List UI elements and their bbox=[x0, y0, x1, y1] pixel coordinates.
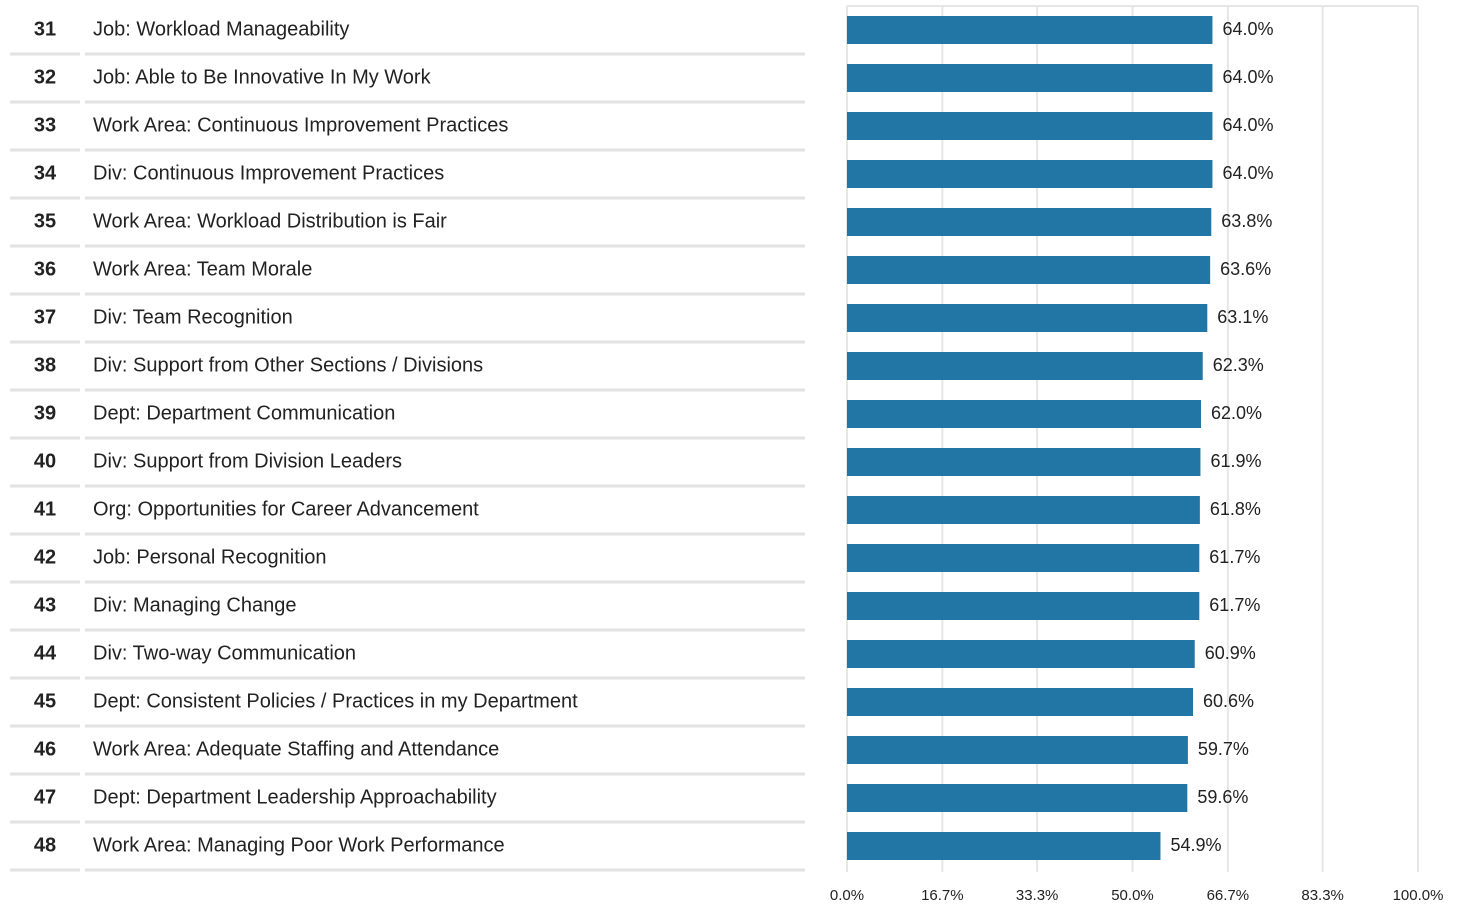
value-label: 63.6% bbox=[1220, 259, 1271, 279]
bar bbox=[847, 352, 1203, 380]
value-label: 59.7% bbox=[1198, 739, 1249, 759]
row-label: Job: Personal Recognition bbox=[93, 546, 326, 568]
rank: 33 bbox=[34, 114, 56, 136]
rank: 34 bbox=[34, 162, 57, 184]
x-tick-label: 50.0% bbox=[1111, 887, 1154, 904]
rank: 35 bbox=[34, 210, 56, 232]
row-label: Job: Able to Be Innovative In My Work bbox=[93, 66, 432, 88]
rank: 42 bbox=[34, 546, 56, 568]
bar bbox=[847, 160, 1213, 188]
value-label: 63.1% bbox=[1217, 307, 1268, 327]
value-label: 64.0% bbox=[1222, 19, 1273, 39]
value-label: 62.0% bbox=[1211, 403, 1262, 423]
row-label: Dept: Consistent Policies / Practices in… bbox=[93, 690, 578, 712]
rank: 37 bbox=[34, 306, 56, 328]
rank: 48 bbox=[34, 834, 56, 856]
value-label: 59.6% bbox=[1197, 787, 1248, 807]
value-label: 64.0% bbox=[1222, 67, 1273, 87]
bar bbox=[847, 544, 1200, 572]
bar bbox=[847, 688, 1194, 716]
bar bbox=[847, 784, 1188, 812]
rank: 38 bbox=[34, 354, 56, 376]
rank: 40 bbox=[34, 450, 56, 472]
bar bbox=[847, 208, 1212, 236]
value-label: 64.0% bbox=[1222, 163, 1273, 183]
row-label: Org: Opportunities for Career Advancemen… bbox=[93, 498, 479, 520]
bar bbox=[847, 400, 1202, 428]
row-label: Div: Team Recognition bbox=[93, 306, 293, 328]
bar bbox=[847, 832, 1161, 860]
rank: 47 bbox=[34, 786, 56, 808]
x-tick-label: 83.3% bbox=[1301, 887, 1344, 904]
rank: 32 bbox=[34, 66, 56, 88]
row-label: Dept: Department Leadership Approachabil… bbox=[93, 786, 497, 808]
x-tick-label: 16.7% bbox=[921, 887, 964, 904]
row-label: Div: Support from Other Sections / Divis… bbox=[93, 354, 483, 376]
row-label: Div: Two-way Communication bbox=[93, 642, 356, 664]
x-tick-label: 100.0% bbox=[1393, 887, 1444, 904]
value-label: 63.8% bbox=[1221, 211, 1272, 231]
x-tick-label: 66.7% bbox=[1207, 887, 1250, 904]
rank: 43 bbox=[34, 594, 56, 616]
rank: 41 bbox=[34, 498, 56, 520]
value-label: 62.3% bbox=[1213, 355, 1264, 375]
row-label: Work Area: Managing Poor Work Performanc… bbox=[93, 834, 505, 856]
value-label: 60.9% bbox=[1205, 643, 1256, 663]
row-label: Dept: Department Communication bbox=[93, 402, 395, 424]
rank: 45 bbox=[34, 690, 56, 712]
row-label: Work Area: Workload Distribution is Fair bbox=[93, 210, 447, 232]
x-tick-label: 33.3% bbox=[1016, 887, 1059, 904]
value-label: 61.7% bbox=[1209, 595, 1260, 615]
row-label: Work Area: Continuous Improvement Practi… bbox=[93, 114, 508, 136]
row-label: Work Area: Adequate Staffing and Attenda… bbox=[93, 738, 499, 760]
x-tick-label: 0.0% bbox=[830, 887, 864, 904]
bar bbox=[847, 736, 1188, 764]
row-label: Work Area: Team Morale bbox=[93, 258, 312, 280]
row-label: Job: Workload Manageability bbox=[93, 18, 349, 40]
bar bbox=[847, 592, 1200, 620]
bar bbox=[847, 304, 1208, 332]
rank: 44 bbox=[34, 642, 57, 664]
bar bbox=[847, 448, 1201, 476]
value-label: 60.6% bbox=[1203, 691, 1254, 711]
value-label: 61.9% bbox=[1210, 451, 1261, 471]
value-label: 61.7% bbox=[1209, 547, 1260, 567]
value-label: 64.0% bbox=[1222, 115, 1273, 135]
value-label: 61.8% bbox=[1210, 499, 1261, 519]
rank: 46 bbox=[34, 738, 56, 760]
bar bbox=[847, 640, 1195, 668]
bar bbox=[847, 496, 1200, 524]
row-label: Div: Continuous Improvement Practices bbox=[93, 162, 444, 184]
bar bbox=[847, 16, 1213, 44]
rank: 36 bbox=[34, 258, 56, 280]
rank: 39 bbox=[34, 402, 56, 424]
bar bbox=[847, 256, 1211, 284]
rank: 31 bbox=[34, 18, 56, 40]
row-label: Div: Support from Division Leaders bbox=[93, 450, 402, 472]
bar bbox=[847, 64, 1213, 92]
bar bbox=[847, 112, 1213, 140]
row-label: Div: Managing Change bbox=[93, 594, 296, 616]
value-label: 54.9% bbox=[1170, 835, 1221, 855]
